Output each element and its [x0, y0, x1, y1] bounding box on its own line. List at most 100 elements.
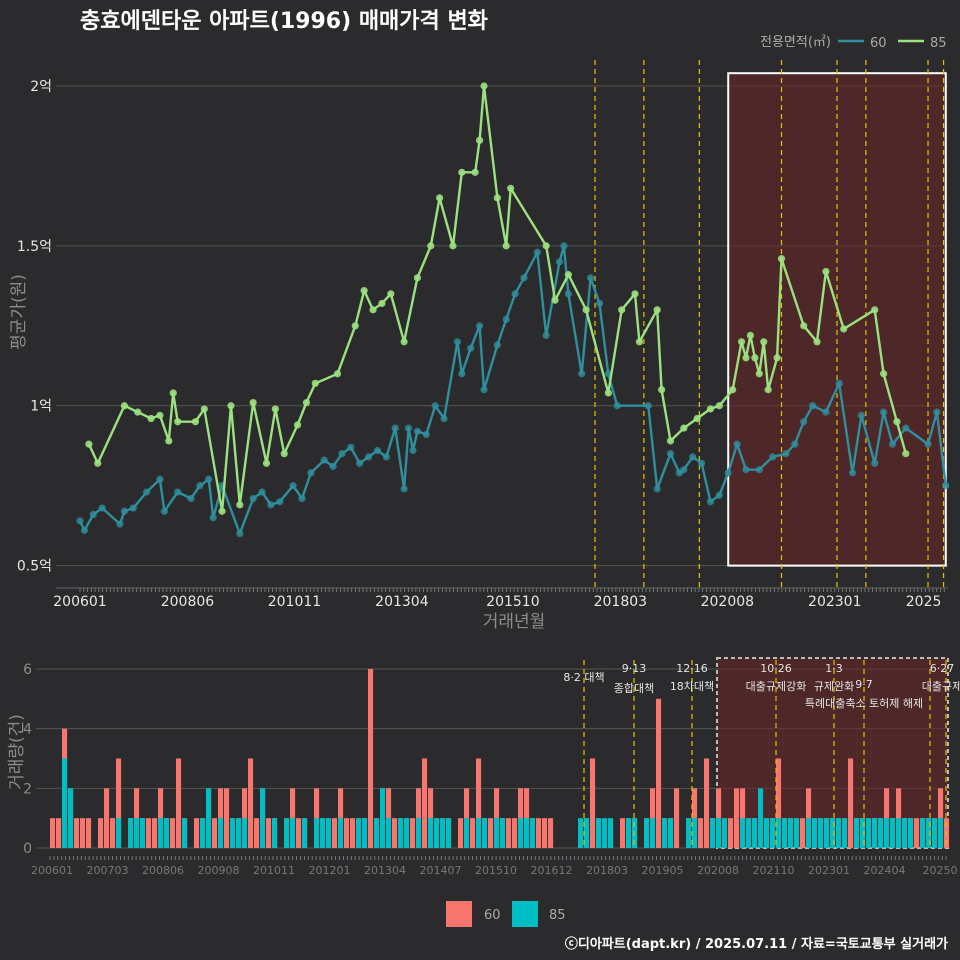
bar-85	[596, 818, 602, 848]
x-tick-label-volume: 201905	[642, 864, 684, 877]
bar-60	[524, 788, 530, 848]
bar-85	[740, 818, 746, 848]
bar-60	[734, 788, 740, 848]
bar-85	[920, 818, 926, 848]
data-point-60	[431, 402, 439, 410]
bar-85	[164, 818, 170, 848]
data-point-60	[578, 370, 586, 378]
data-point-60	[848, 469, 857, 477]
data-point-60	[706, 498, 715, 506]
bar-60	[86, 818, 92, 848]
data-point-60	[480, 386, 488, 394]
data-point-60	[120, 507, 128, 515]
data-point-60	[458, 370, 466, 378]
bar-60	[98, 818, 104, 848]
bar-85	[404, 818, 410, 848]
data-point-60	[653, 485, 661, 493]
bar-60	[314, 788, 320, 848]
bar-85	[524, 818, 530, 848]
data-point-60	[467, 344, 475, 352]
legend-top: 전용면적(㎡) 60 85	[760, 35, 947, 51]
x-tick-label: 202301	[808, 594, 861, 610]
data-point-60	[493, 341, 501, 349]
data-point-60	[644, 402, 652, 410]
bar-60	[548, 818, 554, 848]
data-point-85	[658, 386, 666, 394]
bar-85	[908, 818, 914, 848]
x-axis-title: 거래년월	[483, 612, 546, 632]
bar-60	[458, 818, 464, 848]
bar-60	[368, 668, 374, 848]
data-point-60	[356, 459, 364, 467]
bar-85	[794, 818, 800, 848]
data-point-85	[333, 370, 342, 378]
bar-60	[332, 818, 338, 848]
policy-annotation-label: 대출규제강화	[746, 680, 807, 693]
bar-85	[788, 818, 794, 848]
data-point-85	[800, 322, 808, 330]
bar-85	[872, 818, 878, 848]
highlight-region-volume	[716, 657, 949, 849]
bar-85	[806, 818, 812, 848]
bar-85	[338, 818, 344, 848]
bar-60	[248, 758, 254, 848]
bar-85	[662, 818, 668, 848]
bar-60	[740, 788, 746, 848]
bar-85	[230, 818, 236, 848]
bar-85	[722, 818, 728, 848]
x-tick-label: 200601	[53, 594, 106, 610]
policy-annotation-label: 특례대출축소 토허제 해제	[805, 696, 923, 710]
data-point-60	[129, 504, 137, 512]
policy-annotation-label: 18차대책	[670, 680, 714, 693]
data-point-85	[715, 402, 723, 410]
data-point-85	[449, 242, 457, 250]
bar-60	[254, 818, 260, 848]
bar-60	[110, 818, 116, 848]
bar-60	[146, 818, 152, 848]
bar-60	[56, 818, 62, 848]
bar-85	[494, 818, 500, 848]
legend-label-60: 60	[870, 36, 887, 51]
data-point-60	[791, 440, 799, 448]
data-point-60	[307, 469, 315, 477]
x-tick-label-volume: 202110	[753, 864, 795, 877]
data-point-60	[453, 338, 461, 346]
data-point-60	[755, 466, 763, 474]
x-tick-label: 201510	[486, 594, 539, 610]
data-point-60	[680, 466, 688, 474]
bar-85	[128, 818, 134, 848]
bar-85	[938, 818, 944, 848]
data-point-60	[857, 411, 866, 419]
data-point-60	[822, 408, 830, 416]
bar-85	[134, 818, 140, 848]
data-point-85	[369, 306, 377, 314]
data-point-60	[560, 242, 568, 250]
data-point-85	[165, 437, 173, 445]
data-point-60	[205, 475, 213, 483]
bar-85	[500, 818, 506, 848]
legend-bottom-label-60: 60	[484, 908, 501, 923]
policy-annotation-date: 9·7	[855, 678, 873, 691]
bar-60	[212, 818, 218, 848]
bar-60	[728, 818, 734, 848]
y-tick-label: 0.5억	[17, 559, 52, 575]
bar-85	[272, 818, 278, 848]
data-point-60	[769, 453, 777, 461]
bar-85	[182, 818, 188, 848]
bar-85	[650, 818, 656, 848]
x-tick-label-volume: 201011	[253, 864, 295, 877]
bar-60	[806, 788, 812, 848]
data-point-60	[249, 494, 257, 503]
data-point-60	[400, 485, 408, 493]
data-point-85	[582, 306, 590, 314]
data-point-85	[400, 338, 408, 346]
data-point-85	[378, 299, 386, 308]
data-point-60	[391, 424, 399, 432]
bar-85	[362, 818, 368, 848]
x-tick-label: 201803	[594, 594, 647, 610]
bar-85	[68, 788, 74, 848]
bar-60	[776, 758, 782, 848]
data-point-85	[271, 405, 279, 413]
bar-60	[674, 788, 680, 848]
